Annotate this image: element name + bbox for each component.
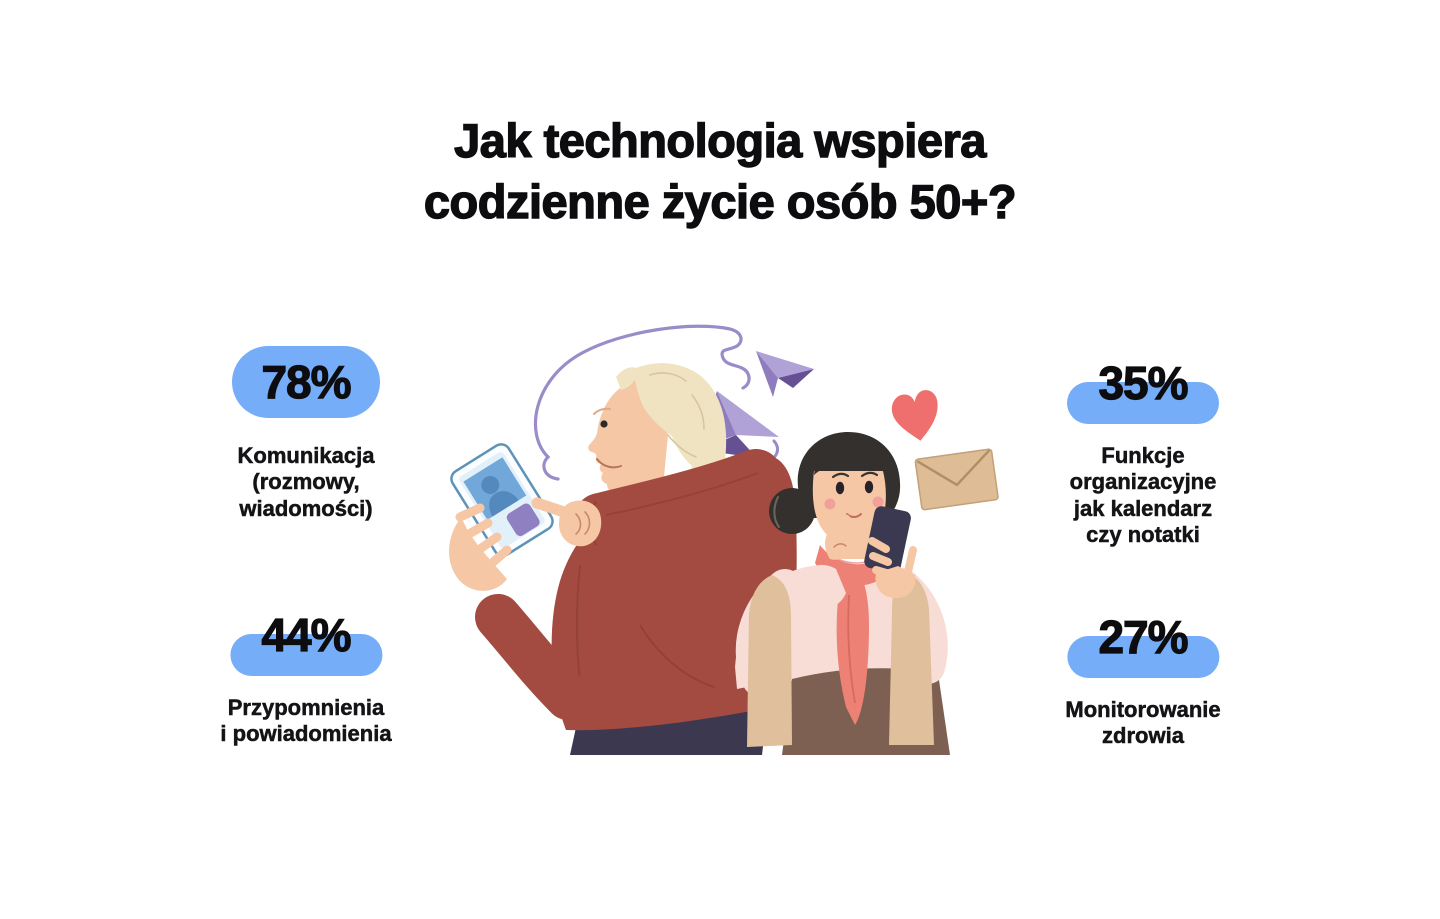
woman-vest	[889, 571, 934, 745]
stat-label: Przypomnienia i powiadomienia	[220, 695, 392, 747]
man-eye	[600, 420, 608, 428]
woman-vest	[747, 575, 792, 747]
stat-komunikacja: 78% Komunikacja (rozmowy, wiadomości)	[232, 346, 380, 522]
woman-eye	[864, 480, 874, 494]
woman-scarf-tail	[836, 583, 869, 725]
stat-value: 44%	[261, 609, 352, 661]
man-smile	[596, 458, 622, 469]
tablet-app-tile	[506, 503, 540, 537]
stat-value: 35%	[1098, 357, 1189, 409]
stat-label: Monitorowanie zdrowia	[1065, 697, 1221, 749]
stat-pill: 27%	[1067, 611, 1219, 678]
stat-pill: 35%	[1067, 357, 1219, 424]
stat-przypomnienia: 44% Przypomnienia i powiadomienia	[220, 609, 392, 748]
envelope-icon	[914, 448, 999, 511]
stat-funkcje-organizacyjne: 35% Funkcje organizacyjne jak kalendarz …	[1067, 357, 1219, 549]
man-hair	[634, 363, 727, 499]
stat-value: 27%	[1098, 611, 1189, 663]
senior-man-with-tablet	[449, 363, 797, 755]
woman-hand-at-mouth	[825, 520, 862, 560]
swirl-line	[533, 324, 751, 481]
woman-eye	[835, 481, 845, 495]
seniors-technology-illustration	[440, 315, 1000, 755]
senior-woman-with-phone	[735, 432, 950, 755]
stat-value: 78%	[261, 355, 352, 408]
stat-label: Funkcje organizacyjne jak kalendarz czy …	[1069, 443, 1217, 548]
stat-pill: 78%	[232, 346, 380, 418]
stat-label: Komunikacja (rozmowy, wiadomości)	[237, 443, 375, 521]
stat-pill: 44%	[229, 609, 382, 676]
heart-icon	[891, 390, 938, 441]
paper-plane-icon	[756, 351, 814, 397]
page-title: Jak technologia wspiera codzienne życie …	[423, 113, 1017, 229]
stat-monitorowanie-zdrowia: 27% Monitorowanie zdrowia	[1065, 611, 1221, 750]
